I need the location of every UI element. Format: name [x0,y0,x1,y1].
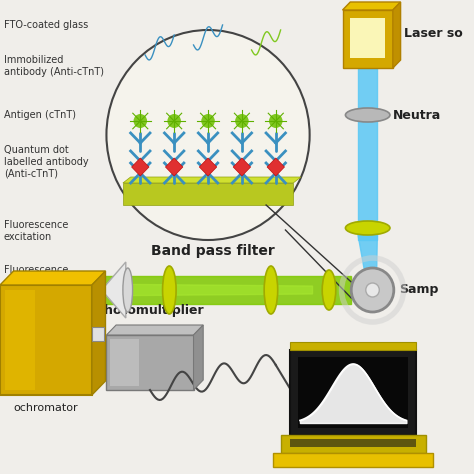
FancyBboxPatch shape [343,10,393,68]
FancyBboxPatch shape [0,285,92,395]
Polygon shape [82,284,312,296]
FancyBboxPatch shape [273,453,434,467]
Text: Fluorescence
emission: Fluorescence emission [4,265,68,287]
Polygon shape [193,325,203,390]
Polygon shape [343,2,401,10]
FancyBboxPatch shape [281,435,426,453]
Polygon shape [267,158,284,176]
Polygon shape [358,235,377,294]
Text: ochromator: ochromator [13,403,78,413]
FancyBboxPatch shape [92,327,103,341]
FancyBboxPatch shape [298,357,408,428]
Polygon shape [200,158,217,176]
Polygon shape [393,2,401,68]
Ellipse shape [346,221,390,235]
Circle shape [366,283,379,297]
Polygon shape [63,276,351,304]
FancyBboxPatch shape [107,335,193,390]
Text: Band pass filter: Band pass filter [151,244,275,258]
Text: Photomultiplier: Photomultiplier [96,304,204,317]
Polygon shape [101,262,126,318]
Text: Fluorescence
excitation: Fluorescence excitation [4,220,68,242]
Circle shape [167,114,181,128]
Polygon shape [123,177,301,183]
FancyBboxPatch shape [350,18,385,58]
Circle shape [107,30,310,240]
Ellipse shape [123,268,133,312]
Polygon shape [132,158,149,176]
Circle shape [269,114,283,128]
Ellipse shape [264,266,278,314]
Polygon shape [107,325,203,335]
FancyBboxPatch shape [110,339,139,386]
Text: Samp: Samp [399,283,438,297]
FancyBboxPatch shape [290,439,416,447]
Ellipse shape [322,270,336,310]
Text: Neutra: Neutra [393,109,441,121]
FancyBboxPatch shape [290,342,416,350]
FancyBboxPatch shape [5,290,35,390]
Text: Laser so: Laser so [404,27,463,40]
Polygon shape [123,183,293,205]
Text: Antigen (cTnT): Antigen (cTnT) [4,110,76,120]
Circle shape [351,268,394,312]
Polygon shape [165,158,183,176]
Polygon shape [0,271,106,285]
Circle shape [201,114,215,128]
Circle shape [235,114,249,128]
Polygon shape [358,68,377,240]
Polygon shape [233,158,251,176]
Ellipse shape [163,266,176,314]
Circle shape [134,114,147,128]
Polygon shape [92,271,106,395]
Text: Immobilized
antibody (Anti-cTnT): Immobilized antibody (Anti-cTnT) [4,55,104,77]
Ellipse shape [346,108,390,122]
Text: FTO-coated glass: FTO-coated glass [4,20,88,30]
Text: Quantum dot
labelled antibody
(Anti-cTnT): Quantum dot labelled antibody (Anti-cTnT… [4,145,89,178]
FancyBboxPatch shape [290,350,416,435]
